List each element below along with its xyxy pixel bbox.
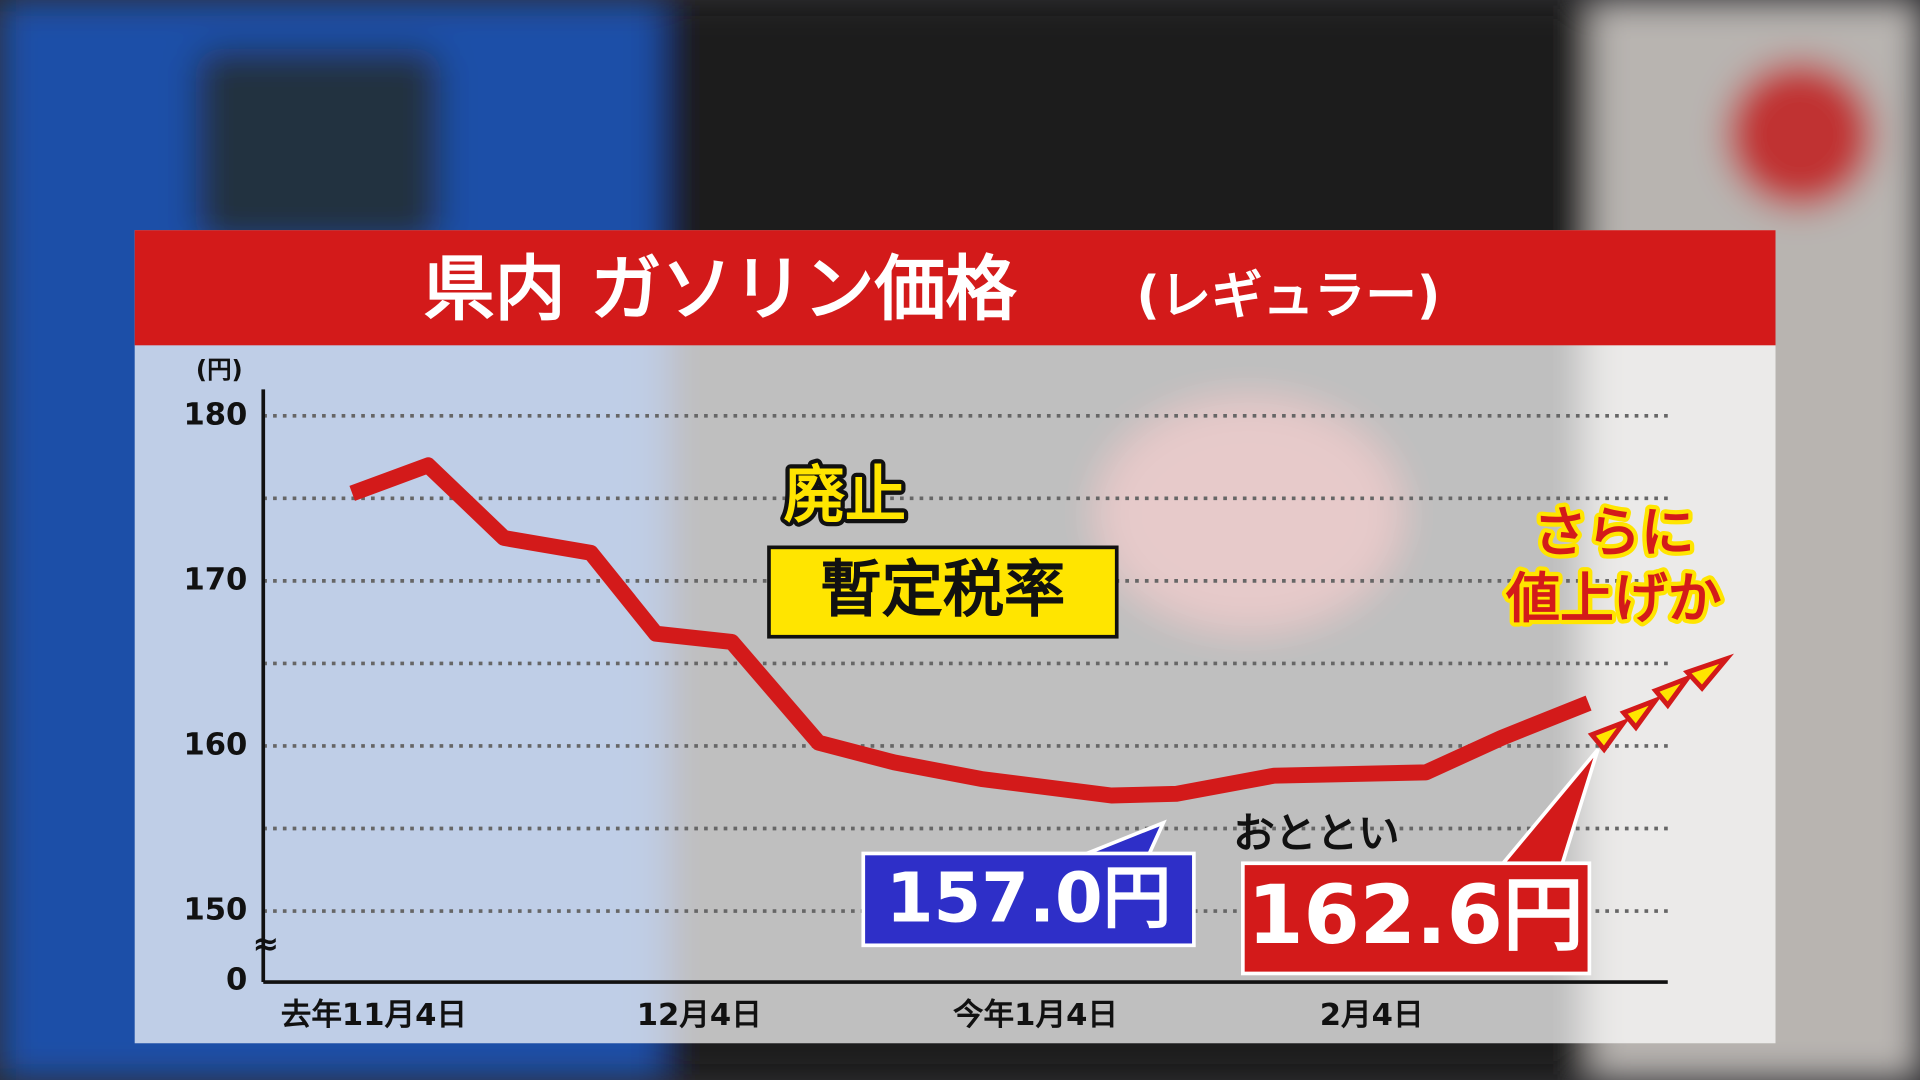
y-tick-label: 170: [183, 562, 247, 597]
y-tick-label: 150: [183, 893, 247, 928]
value-label-box: [1241, 861, 1592, 976]
chart-title-suffix: (レギュラー): [1136, 266, 1440, 326]
annotation: おととい: [1233, 808, 1400, 857]
value-label: 162.6円: [1247, 869, 1583, 963]
annotation: 暫定税率: [820, 554, 1065, 625]
chart-title: 県内 ガソリン価格: [424, 247, 1018, 330]
annotation: 値上げか: [1505, 567, 1722, 630]
plot: 150 160 170 180 去年11月4日 12月4日 今年1月4日 2月4日: [183, 389, 1668, 1033]
axis-break: ≈: [252, 924, 279, 962]
title-bar: [134, 230, 1776, 346]
x-tick-label: 12月4日: [637, 998, 762, 1033]
y-tick-label: 160: [183, 727, 247, 762]
y-tick-label: 180: [183, 397, 247, 432]
annotation-box: [767, 545, 1119, 639]
x-tick-label: 2月4日: [1320, 998, 1424, 1033]
x-tick-label: 去年11月4日: [281, 998, 467, 1033]
value-label-box: [861, 851, 1196, 948]
line: [349, 457, 1592, 804]
axis-origin-label: 0: [226, 962, 247, 997]
value-label: 157.0円: [886, 858, 1171, 938]
annotation: さらに: [1533, 501, 1695, 564]
trend-arrows: [1587, 653, 1735, 754]
x-tick-label: 今年1月4日: [953, 997, 1118, 1033]
y-unit: (円): [196, 355, 243, 384]
annotation: 廃止: [784, 460, 906, 531]
